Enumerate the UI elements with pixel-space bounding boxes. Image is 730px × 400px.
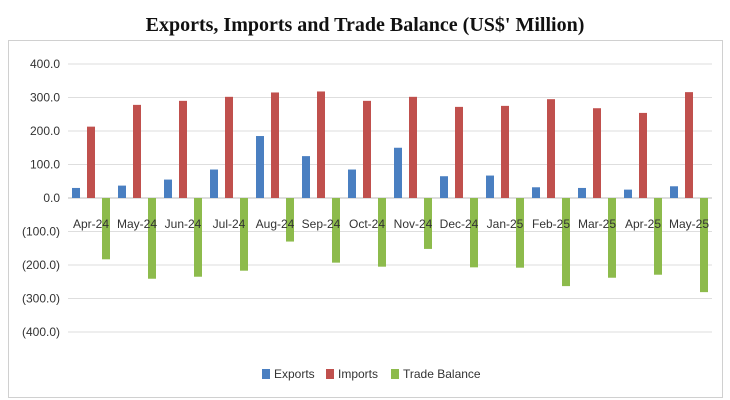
gridlines bbox=[68, 63, 712, 333]
x-category-label: May-25 bbox=[669, 217, 709, 231]
x-category-label: Sep-24 bbox=[302, 217, 341, 231]
x-category-label: Apr-25 bbox=[625, 217, 661, 231]
bar-trade-balance bbox=[378, 198, 386, 267]
bars bbox=[72, 91, 708, 293]
bar-imports bbox=[317, 91, 325, 198]
x-category-label: Apr-24 bbox=[73, 217, 109, 231]
bar-exports bbox=[164, 179, 172, 198]
legend-label: Exports bbox=[274, 367, 315, 381]
bar-exports bbox=[486, 175, 494, 198]
bar-trade-balance bbox=[608, 198, 616, 278]
bar-imports bbox=[685, 92, 693, 198]
bar-trade-balance bbox=[148, 198, 156, 279]
bar-exports bbox=[348, 169, 356, 198]
legend-swatch bbox=[326, 369, 334, 379]
bar-imports bbox=[409, 96, 417, 198]
y-tick-label: (400.0) bbox=[22, 325, 60, 339]
bar-imports bbox=[501, 105, 509, 198]
x-category-label: Jun-24 bbox=[165, 217, 202, 231]
bar-exports bbox=[210, 169, 218, 198]
x-category-label: Nov-24 bbox=[394, 217, 433, 231]
y-tick-label: 200.0 bbox=[30, 124, 60, 138]
bar-trade-balance bbox=[194, 198, 202, 277]
x-category-label: Jan-25 bbox=[487, 217, 524, 231]
legend-label: Imports bbox=[338, 367, 378, 381]
bar-imports bbox=[133, 104, 141, 198]
bar-trade-balance bbox=[700, 198, 708, 293]
bar-trade-balance bbox=[470, 198, 478, 268]
bar-imports bbox=[639, 112, 647, 198]
y-tick-label: (300.0) bbox=[22, 292, 60, 306]
bar-trade-balance bbox=[332, 198, 340, 263]
bar-trade-balance bbox=[240, 198, 248, 271]
bar-imports bbox=[547, 99, 555, 198]
x-category-label: Aug-24 bbox=[256, 217, 295, 231]
x-category-label: Dec-24 bbox=[440, 217, 479, 231]
bar-exports bbox=[302, 156, 310, 198]
bar-exports bbox=[72, 187, 80, 198]
chart-title: Exports, Imports and Trade Balance (US$'… bbox=[145, 14, 585, 36]
bar-exports bbox=[670, 186, 678, 198]
bar-imports bbox=[87, 126, 95, 198]
bar-trade-balance bbox=[654, 198, 662, 275]
bar-imports bbox=[455, 106, 463, 198]
x-category-label: Jul-24 bbox=[213, 217, 246, 231]
legend: Exports Imports Trade Balance bbox=[262, 367, 481, 381]
bar-trade-balance bbox=[102, 198, 110, 260]
bar-exports bbox=[440, 176, 448, 198]
bar-trade-balance bbox=[286, 198, 294, 242]
y-tick-label: 0.0 bbox=[43, 191, 60, 205]
bar-imports bbox=[593, 108, 601, 198]
y-tick-label: (100.0) bbox=[22, 225, 60, 239]
x-category-label: Feb-25 bbox=[532, 217, 570, 231]
legend-swatch bbox=[391, 369, 399, 379]
bar-imports bbox=[225, 96, 233, 198]
bar-exports bbox=[578, 187, 586, 198]
bar-trade-balance bbox=[562, 198, 570, 287]
legend-label: Trade Balance bbox=[403, 367, 481, 381]
bar-imports bbox=[363, 100, 371, 198]
bar-imports bbox=[179, 100, 187, 198]
x-category-label: Mar-25 bbox=[578, 217, 616, 231]
bar-exports bbox=[118, 185, 126, 198]
y-tick-label: 300.0 bbox=[30, 91, 60, 105]
y-tick-label: 400.0 bbox=[30, 57, 60, 71]
bar-trade-balance bbox=[424, 198, 432, 249]
y-tick-label: 100.0 bbox=[30, 158, 60, 172]
bar-exports bbox=[256, 136, 264, 198]
y-axis-ticks: 400.0 300.0 200.0 100.0 0.0 (100.0) (200.0) (30… bbox=[22, 57, 60, 339]
legend-swatch bbox=[262, 369, 270, 379]
bar-imports bbox=[271, 92, 279, 198]
x-category-label: Oct-24 bbox=[349, 217, 385, 231]
chart-frame bbox=[8, 40, 723, 398]
bar-exports bbox=[394, 147, 402, 198]
y-tick-label: (200.0) bbox=[22, 258, 60, 272]
bar-exports bbox=[532, 187, 540, 198]
bar-trade-balance bbox=[516, 198, 524, 268]
x-category-label: May-24 bbox=[117, 217, 157, 231]
x-axis-categories: Apr-24 May-24 Jun-24 Jul-24 Aug-24 Sep-24 Oct-… bbox=[73, 217, 709, 231]
bar-exports bbox=[624, 189, 632, 198]
